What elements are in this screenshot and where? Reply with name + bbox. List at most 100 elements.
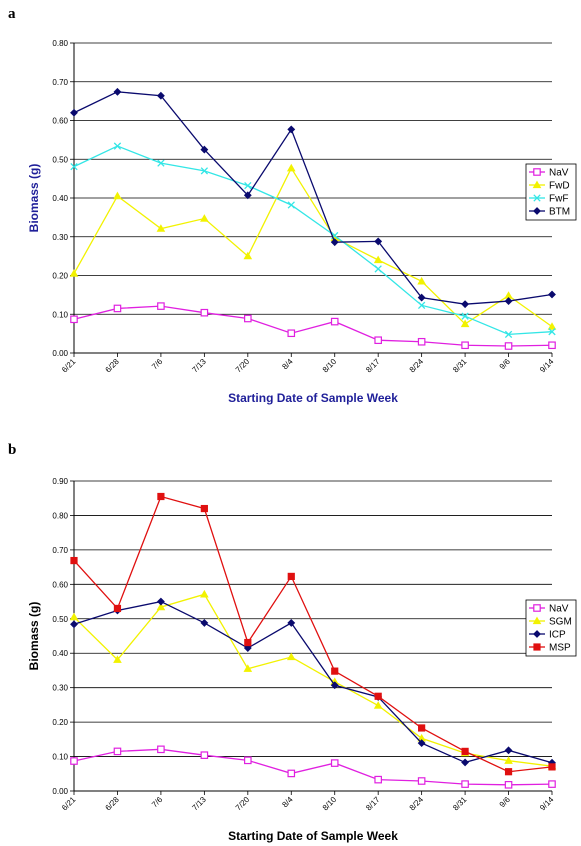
data-point bbox=[243, 251, 253, 260]
data-point bbox=[70, 556, 78, 565]
data-point bbox=[417, 276, 426, 285]
data-point bbox=[504, 781, 513, 789]
series-line bbox=[73, 305, 553, 347]
legend-label: SGM bbox=[549, 617, 572, 628]
data-point bbox=[461, 780, 469, 788]
data-point bbox=[461, 747, 469, 755]
legend-marker bbox=[533, 168, 541, 176]
data-point bbox=[417, 777, 426, 785]
data-point bbox=[547, 322, 557, 330]
legend-label: ICP bbox=[549, 630, 566, 641]
data-point bbox=[461, 341, 469, 350]
data-point bbox=[113, 747, 122, 756]
y-tick-label: 0.90 bbox=[52, 477, 68, 486]
data-point bbox=[286, 163, 296, 172]
data-point bbox=[287, 329, 296, 338]
biomass-chart-b: 0.00 0.10 0.20 0.30 0.40 0.50 0.60 0.70 0.80 0.90… bbox=[27, 477, 577, 843]
y-tick-label: 0.30 bbox=[52, 684, 68, 693]
x-axis-title: Starting Date of Sample Week bbox=[228, 391, 398, 405]
data-point bbox=[244, 638, 252, 647]
y-tick-label: 0.10 bbox=[52, 753, 68, 762]
data-point bbox=[70, 162, 78, 171]
chart-panel-b: b 0.00 0.10 0.20 0.30 0.40 0.50 0.60 0.70 0.80 0.… bbox=[0, 436, 581, 846]
series-fwd bbox=[69, 163, 557, 330]
data-point bbox=[157, 745, 165, 754]
data-point bbox=[417, 301, 426, 309]
data-point bbox=[504, 756, 513, 764]
data-point bbox=[417, 337, 426, 346]
data-point bbox=[373, 701, 383, 709]
legend: NaV FwD FwF BTM bbox=[525, 163, 577, 221]
y-tick-label: 0.50 bbox=[52, 615, 68, 624]
data-point bbox=[200, 308, 209, 317]
data-point bbox=[200, 214, 209, 222]
legend-marker bbox=[532, 180, 542, 189]
x-tick-label: 6/21 bbox=[60, 795, 78, 813]
x-tick-label: 8/17 bbox=[364, 795, 382, 813]
data-point bbox=[157, 159, 165, 167]
data-point bbox=[504, 768, 513, 776]
data-point bbox=[113, 142, 122, 150]
x-tick-label: 8/17 bbox=[364, 357, 382, 375]
legend-marker bbox=[533, 604, 541, 612]
series-line bbox=[73, 600, 553, 764]
series-fwf bbox=[70, 142, 556, 339]
data-point bbox=[156, 597, 165, 606]
data-point bbox=[70, 315, 78, 324]
legend-label: FwF bbox=[549, 194, 568, 205]
panel-label: b bbox=[8, 442, 17, 458]
legend-marker bbox=[533, 630, 541, 638]
y-axis-title: Biomass (g) bbox=[27, 164, 41, 233]
x-tick-label: 8/24 bbox=[408, 795, 426, 813]
data-point bbox=[156, 91, 165, 100]
x-tick-label: 8/10 bbox=[321, 795, 339, 813]
data-point bbox=[548, 780, 556, 788]
data-point bbox=[461, 312, 469, 320]
data-point bbox=[504, 746, 513, 755]
data-point bbox=[417, 293, 426, 302]
y-tick-label: 0.80 bbox=[52, 511, 68, 520]
series-line bbox=[73, 495, 553, 773]
data-point bbox=[243, 664, 253, 672]
data-point bbox=[286, 652, 296, 661]
data-point bbox=[70, 620, 78, 629]
x-tick-label: 7/13 bbox=[190, 795, 208, 813]
data-point bbox=[374, 692, 382, 700]
data-point bbox=[113, 87, 122, 96]
legend-item-sgm: SGM bbox=[529, 617, 572, 628]
legend-marker bbox=[533, 194, 541, 202]
data-point bbox=[330, 238, 339, 247]
legend-marker bbox=[532, 616, 542, 625]
data-point bbox=[113, 304, 122, 313]
data-point bbox=[548, 328, 556, 336]
data-point bbox=[330, 681, 339, 690]
x-tick-label: 6/28 bbox=[103, 357, 121, 375]
x-tick-label: 9/14 bbox=[538, 357, 556, 375]
x-tick-label: 7/13 bbox=[190, 357, 208, 375]
y-tick-label: 0.60 bbox=[52, 117, 68, 126]
x-tick-label: 6/21 bbox=[60, 357, 78, 375]
data-point bbox=[287, 618, 296, 627]
legend-item-nav: NaV bbox=[529, 168, 569, 179]
data-point bbox=[200, 145, 209, 154]
legend-marker bbox=[533, 643, 541, 651]
x-tick-label: 8/24 bbox=[408, 357, 426, 375]
x-tick-label: 7/6 bbox=[150, 795, 165, 810]
data-point bbox=[200, 618, 209, 627]
series-line bbox=[73, 91, 553, 305]
data-point bbox=[200, 751, 209, 759]
data-point bbox=[504, 330, 513, 339]
data-point bbox=[374, 775, 382, 784]
series-line bbox=[73, 748, 553, 786]
y-tick-label: 0.00 bbox=[52, 349, 68, 358]
series-sgm bbox=[69, 589, 557, 770]
data-point bbox=[374, 237, 383, 246]
legend-marker bbox=[533, 207, 541, 215]
data-point bbox=[200, 504, 208, 513]
series-icp bbox=[70, 597, 556, 767]
x-axis-title: Starting Date of Sample Week bbox=[228, 829, 398, 843]
y-tick-label: 0.10 bbox=[52, 310, 68, 319]
data-point bbox=[244, 314, 252, 323]
data-point bbox=[504, 297, 513, 305]
data-point bbox=[330, 759, 339, 767]
